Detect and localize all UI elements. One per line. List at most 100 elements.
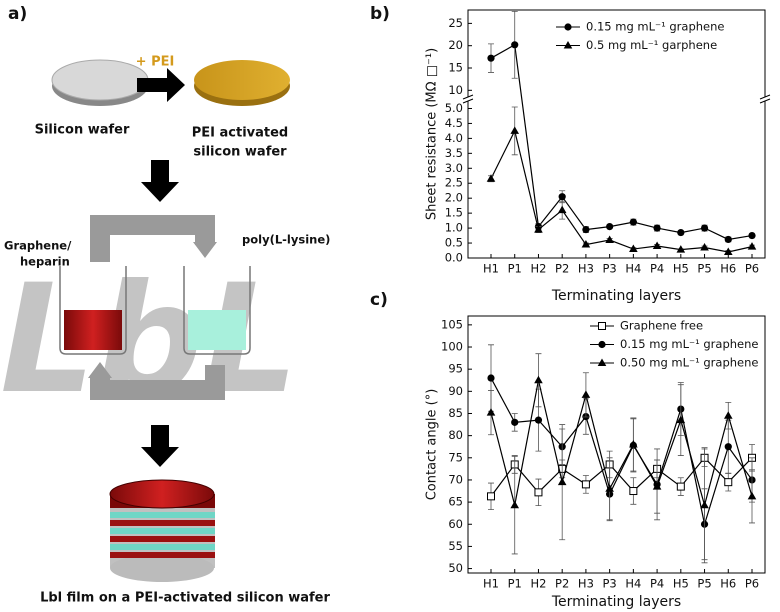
y-tick-label: 5.0 (445, 101, 463, 115)
marker (700, 500, 709, 509)
marker (558, 193, 566, 201)
marker (487, 54, 495, 62)
x-axis-label: Terminating layers (551, 288, 681, 304)
x-tick-label: H5 (673, 262, 689, 276)
activated-wafer (194, 60, 290, 100)
x-tick-label: P4 (650, 577, 664, 591)
y-tick-label: 1.0 (445, 221, 463, 235)
x-tick-label: P6 (745, 262, 759, 276)
marker (676, 415, 686, 424)
panel-label: b) (370, 4, 390, 24)
y-tick-label: 15 (448, 61, 463, 75)
series-line (490, 380, 753, 508)
y-tick-label: 80 (448, 428, 463, 442)
marker (582, 225, 590, 234)
marker (605, 484, 614, 492)
legend-marker (598, 322, 606, 330)
marker (581, 390, 591, 398)
series-line (490, 129, 753, 253)
wafer (51, 59, 149, 101)
film-stack (109, 479, 215, 582)
beaker-label: Graphene/ (4, 239, 72, 253)
x-tick-label: H1 (483, 262, 499, 276)
x-tick-label: H3 (578, 262, 594, 276)
y-axis-label: Contact angle (°) (425, 389, 440, 501)
arrow (141, 425, 179, 467)
y-tick-label: 75 (448, 450, 463, 464)
x-tick-label: H5 (673, 577, 689, 591)
logo: LbL (0, 253, 299, 427)
y-tick-label: 0.0 (445, 251, 463, 265)
y-tick-label: 4.0 (445, 131, 463, 145)
legend-label: Graphene free (620, 319, 703, 333)
marker (511, 418, 519, 426)
y-tick-label: 4.5 (445, 116, 463, 130)
y-tick-label: 2.0 (445, 191, 463, 205)
marker (723, 247, 733, 256)
marker (534, 375, 543, 384)
series-line (490, 377, 753, 525)
y-tick-label: 60 (448, 517, 463, 531)
marker (747, 242, 757, 250)
marker (534, 416, 543, 424)
x-tick-label: P5 (697, 262, 711, 276)
marker (605, 235, 614, 244)
marker (700, 224, 709, 232)
y-tick-label: 65 (448, 495, 463, 509)
marker (487, 374, 495, 382)
marker (652, 482, 662, 490)
legend-label: 0.5 mg mL⁻¹ garphene (586, 38, 717, 52)
y-tick-label: 2.5 (445, 176, 463, 190)
pll-solution (188, 310, 246, 350)
marker (724, 443, 732, 451)
marker (486, 174, 496, 182)
x-tick-label: H3 (578, 577, 594, 591)
marker (676, 245, 686, 253)
cycle-arrowheads (88, 242, 217, 378)
marker (510, 126, 520, 134)
y-tick-label: 50 (448, 561, 463, 575)
y-tick-label: 20 (448, 38, 463, 52)
marker (629, 487, 638, 496)
marker (629, 218, 637, 226)
x-tick-label: H4 (625, 262, 641, 276)
series-line (490, 456, 753, 497)
series-line (490, 43, 753, 241)
y-tick-label: 3.5 (445, 146, 463, 160)
y-tick-label: 100 (441, 340, 463, 354)
x-tick-label: P1 (508, 262, 522, 276)
axis-break (462, 94, 771, 104)
x-tick-label: P2 (555, 577, 569, 591)
marker (581, 480, 590, 489)
panel-label: a) (8, 4, 27, 24)
x-tick-label: P5 (697, 577, 711, 591)
marker (557, 205, 567, 214)
x-tick-label: P3 (603, 262, 617, 276)
axis-frame (467, 9, 766, 259)
x-tick-label: P4 (650, 262, 664, 276)
x-tick-label: H2 (530, 577, 546, 591)
activated-label: PEI activated (192, 126, 289, 141)
marker (724, 478, 733, 487)
marker (653, 224, 661, 232)
marker (557, 477, 567, 486)
legend-marker (564, 23, 572, 31)
marker (486, 408, 496, 416)
marker (723, 411, 733, 419)
legend-marker (563, 41, 573, 49)
y-tick-label: 95 (448, 362, 463, 376)
x-tick-label: H6 (720, 262, 736, 276)
marker (606, 223, 614, 231)
beaker (183, 266, 251, 355)
wafer-label: Silicon wafer (35, 123, 130, 138)
marker (511, 41, 519, 49)
y-tick-label: 55 (448, 539, 463, 553)
marker (748, 231, 756, 240)
axis-frame (467, 315, 766, 574)
x-tick-label: H2 (530, 262, 546, 276)
marker (676, 482, 685, 491)
beaker-label: heparin (20, 255, 70, 269)
marker (700, 243, 709, 251)
reagent: + PEI (136, 55, 175, 70)
